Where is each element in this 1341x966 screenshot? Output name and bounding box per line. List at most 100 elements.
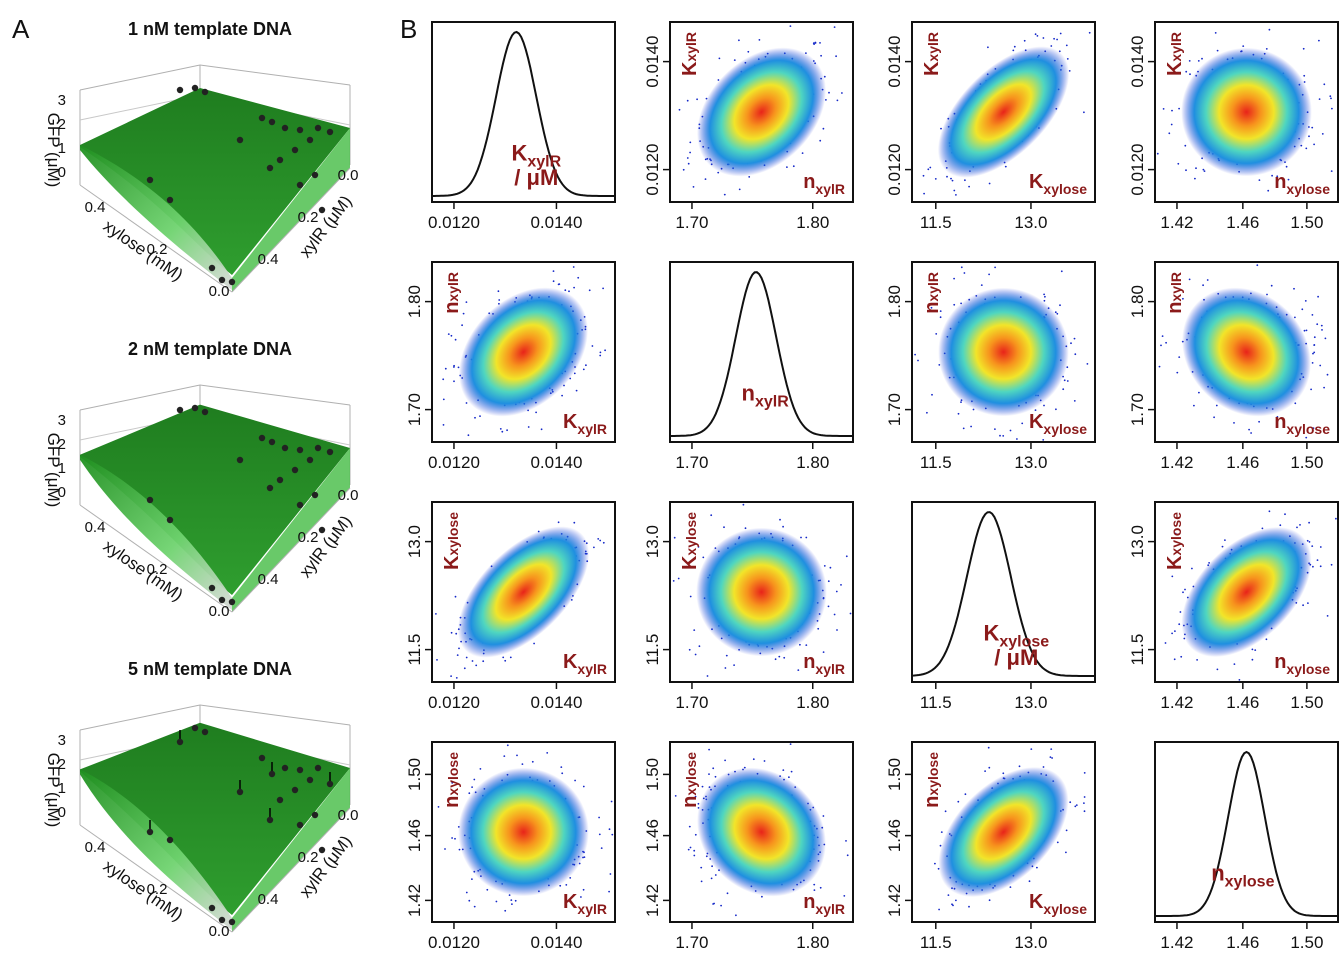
- sample-point: [1313, 344, 1316, 346]
- sample-point: [964, 179, 966, 182]
- data-point: [176, 406, 184, 414]
- sample-point: [1062, 388, 1065, 391]
- sample-point: [748, 176, 751, 178]
- data-point: [258, 114, 266, 122]
- sample-point: [510, 899, 513, 901]
- sample-point: [688, 648, 691, 651]
- sample-point: [1065, 851, 1067, 854]
- sample-point: [939, 310, 942, 312]
- param-label-subscript: xylR: [815, 661, 845, 677]
- sample-point: [708, 773, 710, 775]
- sample-point: [813, 889, 816, 891]
- y-tick-label: 1.42: [405, 884, 424, 917]
- sample-point: [1216, 668, 1219, 671]
- sample-point: [450, 675, 452, 677]
- sample-point: [471, 786, 473, 788]
- data-point: [318, 206, 326, 214]
- sample-point: [687, 162, 690, 165]
- sample-point: [535, 411, 537, 414]
- data-point: [218, 596, 226, 604]
- sample-point: [1050, 45, 1053, 47]
- sample-point: [970, 425, 972, 428]
- sample-point: [447, 333, 450, 335]
- data-point: [306, 776, 314, 784]
- sample-point: [1074, 805, 1077, 808]
- sample-point: [1083, 810, 1086, 813]
- sample-point: [1202, 168, 1205, 171]
- sample-point: [1197, 60, 1200, 62]
- sample-point: [451, 782, 454, 784]
- density-heat: [457, 526, 590, 658]
- z-tick-label: 3: [58, 92, 66, 109]
- param-label-subscript: xylR: [577, 421, 607, 437]
- sample-point: [540, 428, 543, 431]
- sample-point: [940, 127, 942, 130]
- sample-point: [712, 903, 714, 905]
- sample-point: [717, 171, 720, 174]
- param-label-base: n: [921, 796, 943, 808]
- sample-point: [1319, 546, 1322, 548]
- y-tick-label: 0.0: [338, 807, 359, 824]
- param-label-base: K: [563, 411, 578, 433]
- y-tick-label: 0.4: [258, 251, 279, 268]
- sample-point: [1083, 111, 1085, 114]
- sample-point: [914, 353, 916, 356]
- sample-point: [1238, 679, 1241, 681]
- sample-point: [723, 193, 726, 196]
- sample-point: [674, 795, 677, 797]
- param-label-base: n: [441, 796, 463, 808]
- sample-point: [968, 185, 970, 188]
- sample-point: [1066, 380, 1069, 382]
- sample-point: [782, 525, 784, 528]
- sample-point: [960, 401, 962, 403]
- sample-point: [843, 895, 846, 897]
- sample-point: [1311, 314, 1314, 316]
- sample-point: [1321, 133, 1324, 135]
- sample-point: [1171, 632, 1173, 635]
- sample-point: [471, 878, 473, 880]
- sample-point: [827, 580, 830, 583]
- sample-point: [1316, 559, 1319, 561]
- plot-frame: [669, 501, 854, 683]
- param-unit: / μM: [994, 645, 1038, 670]
- sample-point: [1214, 32, 1217, 34]
- sample-point: [733, 664, 735, 666]
- y-tick-label: 0.2: [298, 209, 319, 226]
- data-point: [326, 780, 334, 788]
- param-label-base: K: [1164, 61, 1186, 76]
- sample-point: [1012, 49, 1015, 52]
- sample-point: [1221, 545, 1224, 548]
- col-param-label: KxylR: [563, 651, 607, 677]
- sample-point: [702, 556, 705, 559]
- sample-point: [497, 290, 500, 293]
- sample-point: [1206, 279, 1209, 281]
- sample-point: [1178, 623, 1181, 626]
- sample-point: [1174, 630, 1176, 632]
- param-label-subscript: xylose: [683, 512, 699, 556]
- data-point: [314, 444, 322, 452]
- sample-point: [1311, 362, 1314, 364]
- sample-point: [1018, 765, 1021, 768]
- param-label-subscript: xylR: [755, 394, 789, 411]
- y-tick-label: 1.70: [405, 393, 424, 426]
- x-tick-label: 0.0140: [530, 213, 582, 232]
- x-tick-label: 1.46: [1226, 453, 1259, 472]
- sample-point: [689, 141, 692, 144]
- sample-point: [1331, 107, 1333, 110]
- x-tick-label: 0.0140: [530, 933, 582, 952]
- sample-point: [569, 877, 572, 879]
- sample-point: [688, 825, 691, 828]
- sample-point: [935, 333, 938, 335]
- data-point: [306, 456, 314, 464]
- sample-point: [1043, 404, 1045, 407]
- sample-point: [582, 785, 585, 788]
- col-param-label: Kxylose: [1029, 171, 1087, 197]
- sample-point: [1256, 264, 1259, 267]
- col-param-label: KxylR: [563, 891, 607, 917]
- z-tick-label: 1: [58, 460, 66, 477]
- sample-point: [926, 411, 928, 414]
- sample-point: [1164, 642, 1167, 644]
- sample-point: [1043, 299, 1046, 302]
